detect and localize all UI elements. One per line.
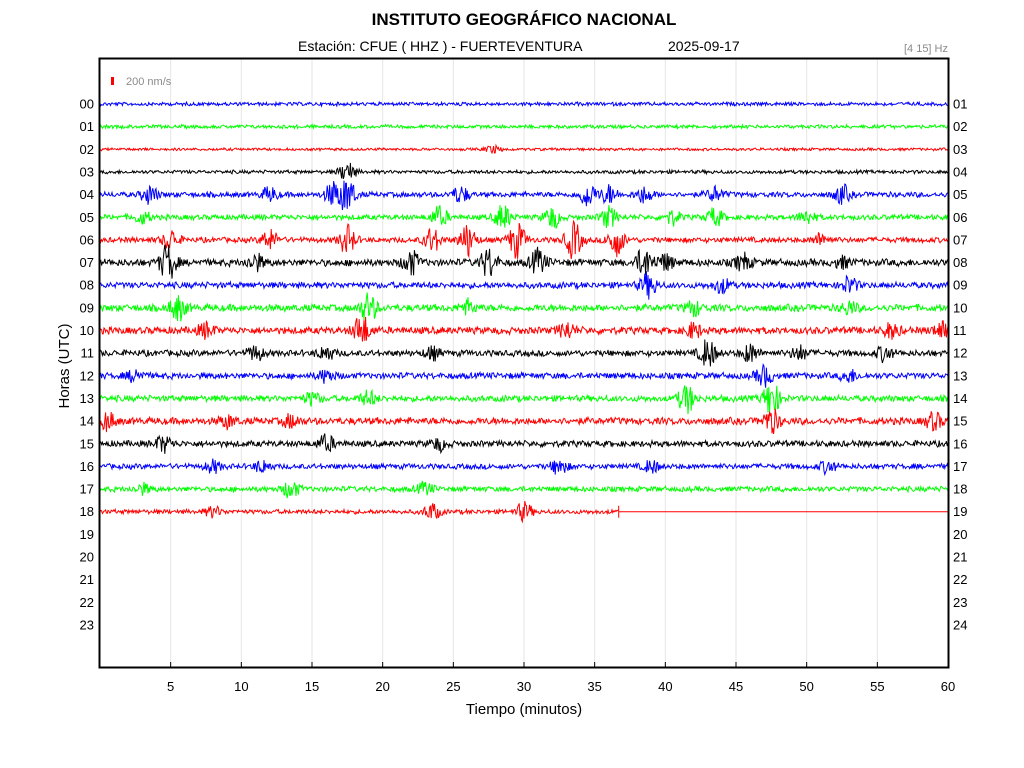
date-label: 2025-09-17 xyxy=(668,38,740,54)
trace-hour-18 xyxy=(99,501,619,524)
filter-label: [4 15] Hz xyxy=(904,43,948,55)
hour-label-left: 11 xyxy=(81,346,95,361)
x-tick-label: 40 xyxy=(658,679,672,694)
hour-label-right: 19 xyxy=(953,504,967,519)
hour-label-left: 00 xyxy=(80,97,94,112)
scale-bar xyxy=(111,77,114,85)
trace-hour-16 xyxy=(99,458,949,477)
trace-hour-03 xyxy=(99,162,949,180)
hour-label-left: 18 xyxy=(80,504,94,519)
x-tick-label: 30 xyxy=(517,679,531,694)
trace-hour-12 xyxy=(99,363,949,388)
x-tick-label: 10 xyxy=(234,679,248,694)
plot-frame xyxy=(98,57,950,669)
trace-hour-14 xyxy=(99,408,949,434)
x-tick-label: 50 xyxy=(799,679,813,694)
hour-label-right: 02 xyxy=(953,119,967,134)
hour-label-right: 09 xyxy=(953,278,967,293)
hour-label-right: 23 xyxy=(953,595,967,610)
x-tick-label: 35 xyxy=(587,679,601,694)
hour-label-left: 23 xyxy=(80,617,94,632)
x-tick-label: 55 xyxy=(870,679,884,694)
hour-label-right: 15 xyxy=(953,414,967,429)
trace-hour-15 xyxy=(99,433,949,455)
x-axis-ticks: 5 10 15 20 25 30 35 40 45 50 55 60 xyxy=(167,662,955,694)
chart-title: INSTITUTO GEOGRÁFICO NACIONAL xyxy=(372,10,677,29)
hour-label-right: 22 xyxy=(953,572,967,587)
hour-label-right: 03 xyxy=(953,142,967,157)
hour-label-left: 17 xyxy=(80,482,94,497)
hour-label-left: 21 xyxy=(80,572,94,587)
scale-label: 200 nm/s xyxy=(126,76,172,88)
hour-label-left: 20 xyxy=(80,550,94,565)
hour-label-left: 07 xyxy=(80,255,94,270)
x-axis-label: Tiempo (minutos) xyxy=(466,701,582,718)
trace-hour-04 xyxy=(99,180,949,211)
trace-hour-01 xyxy=(99,122,949,131)
hour-label-right: 07 xyxy=(953,232,967,247)
vertical-gridlines xyxy=(170,59,878,667)
hour-label-right: 14 xyxy=(953,391,967,406)
x-tick-label: 15 xyxy=(305,679,319,694)
hour-label-left: 02 xyxy=(80,142,94,157)
hour-label-left: 19 xyxy=(80,527,94,542)
hour-label-left: 04 xyxy=(80,187,94,202)
hour-label-right: 10 xyxy=(953,300,967,315)
hour-label-left: 05 xyxy=(80,210,94,225)
x-tick-label: 45 xyxy=(729,679,743,694)
hour-label-right: 17 xyxy=(953,459,967,474)
hour-label-left: 12 xyxy=(80,368,94,383)
hour-label-right: 24 xyxy=(953,617,967,632)
x-tick-label: 5 xyxy=(167,679,174,694)
seismogram-traces xyxy=(99,100,949,524)
hour-label-right: 21 xyxy=(953,550,967,565)
hour-label-left: 01 xyxy=(80,119,94,134)
hour-label-right: 13 xyxy=(953,368,967,383)
hour-label-left: 13 xyxy=(80,391,94,406)
hour-label-right: 05 xyxy=(953,187,967,202)
hour-label-left: 09 xyxy=(80,300,94,315)
trace-hour-10 xyxy=(99,316,949,342)
right-hour-labels: 01 02 03 04 05 06 07 08 09 10 11 12 13 14 15 16 17 18 19 20… xyxy=(953,97,967,633)
trace-hour-05 xyxy=(99,205,949,229)
x-tick-label: 60 xyxy=(941,679,955,694)
hour-label-right: 11 xyxy=(953,323,967,338)
y-axis-label: Horas (UTC) xyxy=(56,323,73,408)
x-tick-label: 25 xyxy=(446,679,460,694)
hour-label-right: 01 xyxy=(953,97,967,112)
hour-label-right: 06 xyxy=(953,210,967,225)
hour-label-left: 22 xyxy=(80,595,94,610)
hour-label-left: 15 xyxy=(80,436,94,451)
hour-label-left: 06 xyxy=(80,232,94,247)
left-hour-labels: 00 01 02 03 04 05 06 07 08 09 10 11 12 13 14 15 16 17 18 19… xyxy=(80,97,94,633)
station-label: Estación: CFUE ( HHZ ) - FUERTEVENTURA xyxy=(298,38,583,54)
hour-label-right: 04 xyxy=(953,164,967,179)
hour-label-right: 20 xyxy=(953,527,967,542)
hour-label-right: 16 xyxy=(953,436,967,451)
hour-label-right: 18 xyxy=(953,482,967,497)
hour-label-left: 08 xyxy=(80,278,94,293)
hour-label-right: 08 xyxy=(953,255,967,270)
trace-hour-00 xyxy=(99,100,949,108)
hour-label-left: 16 xyxy=(80,459,94,474)
trace-hour-07 xyxy=(99,244,949,279)
x-tick-label: 20 xyxy=(375,679,389,694)
hour-label-left: 14 xyxy=(80,414,94,429)
trace-hour-13 xyxy=(99,385,949,415)
trace-hour-08 xyxy=(99,271,949,300)
trace-hour-06 xyxy=(99,219,949,260)
hour-label-right: 12 xyxy=(953,346,967,361)
trace-hour-11 xyxy=(99,339,949,367)
hour-label-left: 10 xyxy=(80,323,94,338)
trace-hour-17 xyxy=(99,480,949,499)
trace-hour-02 xyxy=(99,143,949,155)
trace-hour-09 xyxy=(99,292,949,322)
hour-label-left: 03 xyxy=(80,164,94,179)
